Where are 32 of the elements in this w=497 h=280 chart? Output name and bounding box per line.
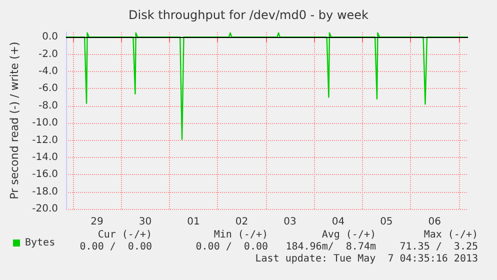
y-tick-label: -6.0 [38, 83, 58, 94]
x-tick-label: 03 [284, 216, 296, 228]
y-tick-label: -16.0 [32, 169, 58, 180]
y-tick-label: -2.0 [38, 48, 58, 60]
line-series [65, 32, 469, 140]
x-tick-label: 02 [235, 216, 248, 228]
text: 0.00 / 0.00 [80, 242, 152, 252]
x-tick-label: 04 [332, 216, 345, 228]
text: Avg (-/+) [322, 230, 376, 240]
y-tick-label: -4.0 [38, 66, 58, 78]
x-tick-label: 29 [90, 216, 104, 228]
text: 184.96m/ 8.74m [286, 242, 376, 252]
y-tick-label: -14.0 [32, 152, 58, 163]
y-tick-label: -18.0 [32, 186, 58, 198]
text: Cur (-/+) [98, 230, 152, 240]
chart-title: Disk throughput for /dev/md0 - by week [128, 8, 369, 22]
x-tick-label: 06 [428, 216, 442, 228]
x-tick-label: 30 [138, 216, 152, 228]
y-tick-label: -10.0 [32, 118, 58, 129]
x-tick-label: 01 [187, 216, 200, 228]
text: Max (-/+) [424, 230, 478, 240]
text: Min (-/+) [214, 230, 268, 240]
text: 71.35 / 3.25 [400, 242, 478, 252]
text: 0.00 / 0.00 [196, 242, 268, 252]
y-tick-label: 0.0 [42, 32, 58, 43]
y-tick-label: -12.0 [32, 134, 58, 146]
x-tick-label: 05 [380, 216, 393, 228]
legend-label: Bytes [25, 238, 56, 248]
y-tick-label: -20.0 [32, 204, 58, 214]
y-tick-label: -8.0 [38, 100, 58, 112]
y-axis-title: Pr second read (-) / write (+) [8, 42, 21, 200]
text: Last update: Tue May 7 04:35:16 2013 [255, 254, 478, 264]
